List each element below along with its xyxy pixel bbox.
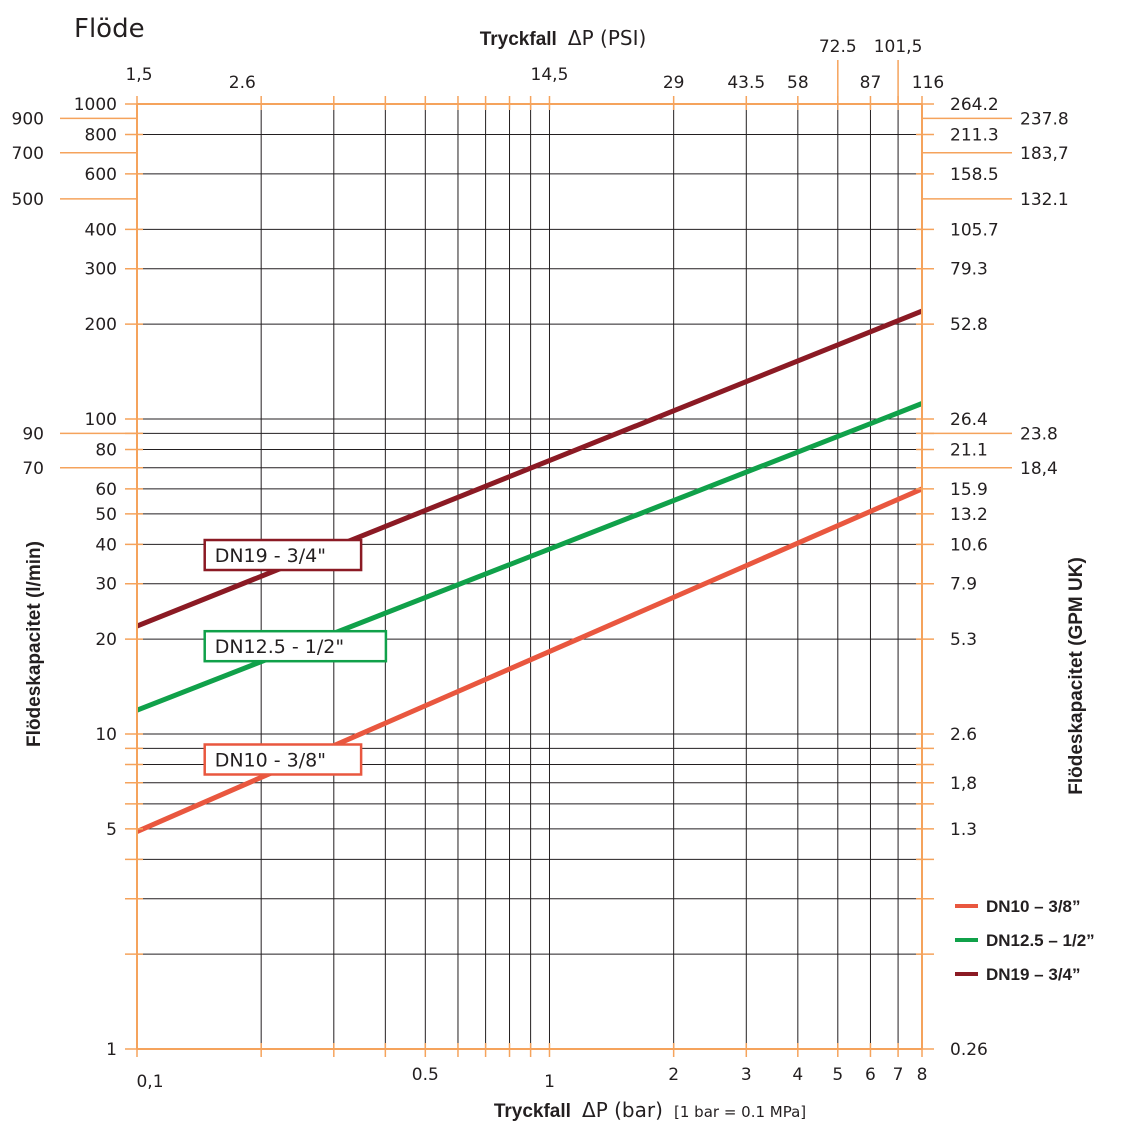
x2-tick-label: 1,5 bbox=[125, 65, 152, 85]
y-tick-label: 30 bbox=[95, 575, 117, 595]
x2-tick-label: 101,5 bbox=[874, 37, 923, 57]
x2-axis-label-rest: ΔP (PSI) bbox=[568, 26, 646, 50]
chart-title: Flöde bbox=[74, 14, 145, 44]
y2-tick-label: 1,8 bbox=[950, 774, 977, 794]
x2-tick-label: 87 bbox=[860, 73, 882, 93]
y-tick-label: 5 bbox=[106, 820, 117, 840]
series-label: DN12.5 - 1/2" bbox=[215, 636, 344, 658]
y2-tick-label-outer: 132.1 bbox=[1020, 190, 1069, 210]
x2-tick-label: 29 bbox=[663, 73, 685, 93]
x-tick-label: 4 bbox=[792, 1065, 803, 1085]
y2-tick-label: 26.4 bbox=[950, 410, 988, 430]
x-tick-label: 8 bbox=[917, 1065, 928, 1085]
y2-tick-label: 1.3 bbox=[950, 820, 977, 840]
y-tick-label: 1 bbox=[106, 1040, 117, 1060]
y2-tick-label: 7.9 bbox=[950, 575, 977, 595]
series-label: DN10 - 3/8" bbox=[215, 749, 326, 771]
tick-labels: 1000 800 600 400 300 200 100 80 60 50 40 30 20 10 5 1 90… bbox=[12, 37, 1069, 1092]
grid bbox=[136, 103, 923, 1050]
x2-tick-label: 2.6 bbox=[229, 73, 256, 93]
y-tick-label: 600 bbox=[85, 165, 117, 185]
y2-tick-label: 264.2 bbox=[950, 95, 999, 115]
x-axis-label-note: [1 bar = 0.1 MPa] bbox=[674, 1103, 806, 1121]
x2-tick-label: 43.5 bbox=[727, 73, 765, 93]
x-tick-label: 1 bbox=[544, 1072, 555, 1092]
y-tick-label: 10 bbox=[95, 725, 117, 745]
x2-tick-label: 116 bbox=[912, 73, 944, 93]
y-tick-label: 80 bbox=[95, 441, 117, 461]
axes-frame bbox=[60, 60, 1012, 1057]
y-axis-label: Flödeskapacitet (l/min) bbox=[24, 541, 45, 747]
legend-entry: DN12.5 – 1/2” bbox=[986, 931, 1095, 950]
y-tick-label: 300 bbox=[85, 260, 117, 280]
x2-axis-label-bold: Tryckfall bbox=[480, 29, 557, 50]
y-tick-label: 100 bbox=[85, 410, 117, 430]
y-tick-label: 400 bbox=[85, 220, 117, 240]
y2-tick-label: 52.8 bbox=[950, 315, 988, 335]
y-tick-label-outer: 700 bbox=[12, 144, 44, 164]
y2-tick-label: 158.5 bbox=[950, 165, 999, 185]
x-axis-label: Tryckfall ΔP (bar) [1 bar = 0.1 MPa] bbox=[494, 1098, 806, 1122]
x-tick-label: 5 bbox=[832, 1065, 843, 1085]
y2-tick-label: 10.6 bbox=[950, 535, 988, 555]
series-label-box bbox=[203, 629, 388, 663]
y-tick-label-outer: 70 bbox=[22, 459, 44, 479]
series-line bbox=[136, 308, 923, 629]
y2-tick-label: 0.26 bbox=[950, 1040, 988, 1060]
x-axis-label-bold: Tryckfall bbox=[494, 1101, 571, 1122]
y2-tick-label: 13.2 bbox=[950, 505, 988, 525]
y2-tick-label: 211.3 bbox=[950, 126, 999, 146]
legend-entry: DN19 – 3/4” bbox=[986, 965, 1081, 984]
y-tick-label: 1000 bbox=[74, 95, 117, 115]
y2-tick-label-outer: 183,7 bbox=[1020, 144, 1069, 164]
y2-tick-label: 21.1 bbox=[950, 441, 988, 461]
x2-tick-label: 58 bbox=[787, 73, 809, 93]
series-label-box bbox=[203, 538, 363, 572]
x-axis-label-rest: ΔP (bar) bbox=[582, 1098, 663, 1122]
series-label-box bbox=[203, 743, 363, 776]
y-tick-label-outer: 900 bbox=[12, 109, 44, 129]
y2-tick-label: 15.9 bbox=[950, 480, 988, 500]
x-tick-label: 7 bbox=[893, 1065, 904, 1085]
x2-axis-label: Tryckfall ΔP (PSI) bbox=[480, 26, 647, 50]
x2-tick-label: 72.5 bbox=[819, 37, 857, 57]
y2-tick-label-outer: 23.8 bbox=[1020, 424, 1058, 444]
y-tick-label: 20 bbox=[95, 630, 117, 650]
y-tick-label: 60 bbox=[95, 480, 117, 500]
x-tick-label: 2 bbox=[668, 1065, 679, 1085]
legend-entry: DN10 – 3/8” bbox=[986, 897, 1081, 916]
y2-tick-label: 5.3 bbox=[950, 630, 977, 650]
y2-tick-label: 79.3 bbox=[950, 260, 988, 280]
y-tick-label: 800 bbox=[85, 126, 117, 146]
x-tick-label: 3 bbox=[741, 1065, 752, 1085]
y-tick-label-outer: 90 bbox=[22, 424, 44, 444]
series-label: DN19 - 3/4" bbox=[215, 545, 326, 567]
y-tick-label: 200 bbox=[85, 315, 117, 335]
x-tick-label: 6 bbox=[865, 1065, 876, 1085]
y2-tick-label-outer: 237.8 bbox=[1020, 109, 1069, 129]
x2-tick-label: 14,5 bbox=[531, 65, 569, 85]
y-tick-label-outer: 500 bbox=[12, 190, 44, 210]
y-tick-label: 40 bbox=[95, 535, 117, 555]
x-tick-label: 0,1 bbox=[136, 1072, 163, 1092]
y2-tick-label: 105.7 bbox=[950, 220, 999, 240]
y2-axis-label: Flödeskapacitet (GPM UK) bbox=[1066, 557, 1087, 795]
y2-tick-label-outer: 18,4 bbox=[1020, 459, 1058, 479]
y-tick-label: 50 bbox=[95, 505, 117, 525]
inline-labels: DN10 - 3/8" DN12.5 - 1/2" DN19 - 3/4" bbox=[203, 538, 388, 776]
legend: DN10 – 3/8” DN12.5 – 1/2” DN19 – 3/4” bbox=[955, 897, 1095, 984]
x-tick-label: 0.5 bbox=[412, 1065, 439, 1085]
y2-tick-label: 2.6 bbox=[950, 725, 977, 745]
